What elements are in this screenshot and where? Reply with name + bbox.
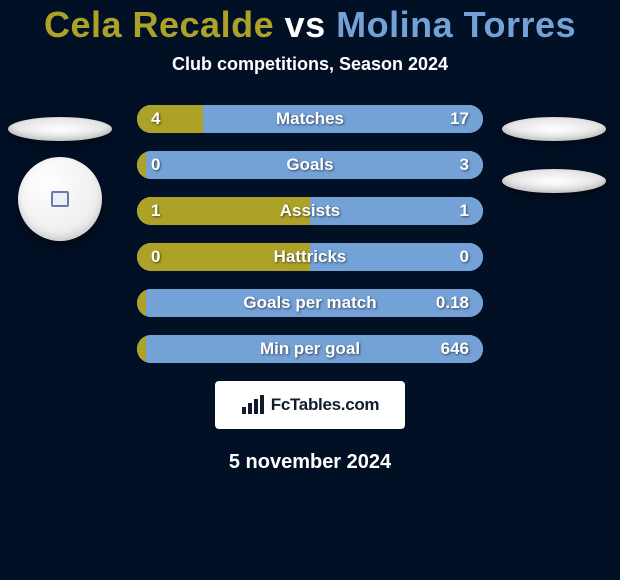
snapshot-date: 5 november 2024 [0, 451, 620, 474]
stat-right-value: 0.18 [413, 293, 483, 313]
comparison-card: Cela Recalde vs Molina Torres Club compe… [0, 0, 620, 474]
stat-right-value: 3 [413, 155, 483, 175]
club-badge-icon [18, 157, 102, 241]
stat-bar-left-fill [137, 335, 146, 363]
stat-right-value: 1 [413, 201, 483, 221]
subtitle: Club competitions, Season 2024 [0, 54, 620, 75]
stat-left-value: 4 [137, 109, 207, 129]
stat-label: Goals per match [207, 293, 413, 313]
stat-bar: 0Goals3 [137, 151, 483, 179]
stat-bar: Goals per match0.18 [137, 289, 483, 317]
stat-left-value: 0 [137, 247, 207, 267]
brand-chart-icon [241, 395, 265, 415]
stat-bar: 0Hattricks0 [137, 243, 483, 271]
title-left-name: Cela Recalde [44, 4, 274, 45]
stat-left-value: 1 [137, 201, 207, 221]
stat-label: Goals [207, 155, 413, 175]
brand-logo-text: FcTables.com [271, 395, 380, 415]
stat-bar: 1Assists1 [137, 197, 483, 225]
page-title: Cela Recalde vs Molina Torres [0, 4, 620, 46]
club-badge-inner-icon [51, 191, 69, 207]
stat-label: Hattricks [207, 247, 413, 267]
club-badge-placeholder [8, 157, 112, 243]
avatar-placeholder-icon [502, 169, 606, 193]
stat-label: Assists [207, 201, 413, 221]
left-player-avatars [8, 105, 118, 243]
content: 4Matches170Goals31Assists10Hattricks0Goa… [0, 105, 620, 474]
right-player-avatars [502, 105, 612, 193]
stat-bar: Min per goal646 [137, 335, 483, 363]
stat-label: Matches [207, 109, 413, 129]
stat-left-value: 0 [137, 155, 207, 175]
avatar-placeholder-icon [502, 117, 606, 141]
stat-bar: 4Matches17 [137, 105, 483, 133]
stat-right-value: 17 [413, 109, 483, 129]
stat-label: Min per goal [207, 339, 413, 359]
brand-logo: FcTables.com [215, 381, 405, 429]
stat-bar-left-fill [137, 289, 146, 317]
avatar-placeholder-icon [8, 117, 112, 141]
stat-right-value: 646 [413, 339, 483, 359]
title-vs: vs [285, 4, 337, 45]
title-right-name: Molina Torres [336, 4, 576, 45]
stat-bars: 4Matches170Goals31Assists10Hattricks0Goa… [137, 105, 483, 363]
stat-right-value: 0 [413, 247, 483, 267]
